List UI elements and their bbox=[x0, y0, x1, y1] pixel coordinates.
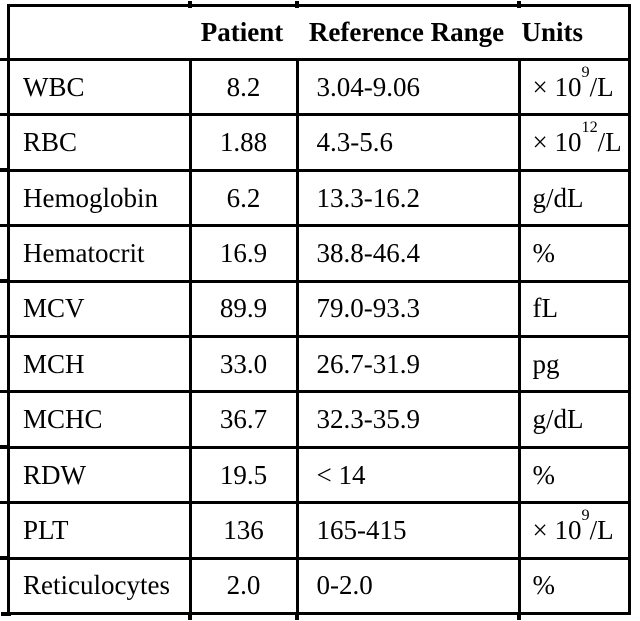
header-patient: Patient bbox=[200, 17, 284, 47]
test-name: RBC bbox=[23, 127, 78, 158]
reference-range-cell: 32.3-35.9 bbox=[295, 393, 518, 446]
patient-value-cell: 19.5 bbox=[188, 448, 296, 502]
reference-range-value: 0-2.0 bbox=[316, 570, 373, 601]
reference-range-cell: < 14 bbox=[295, 448, 518, 502]
patient-value-cell: 16.9 bbox=[188, 227, 296, 280]
patient-value: 89.9 bbox=[219, 293, 268, 324]
unit-value: × 1012/L bbox=[532, 118, 622, 158]
test-name: MCV bbox=[23, 293, 85, 324]
reference-range-cell: 13.3-16.2 bbox=[295, 171, 518, 225]
table-row: MCV 89.9 79.0-93.3 fL bbox=[0, 279, 629, 336]
patient-value-cell: 89.9 bbox=[188, 282, 296, 336]
unit-value: pg bbox=[532, 348, 560, 379]
units-cell: g/dL bbox=[517, 393, 629, 446]
table-row: Reticulocytes 2.0 0-2.0 % bbox=[0, 556, 629, 613]
reference-range-value: 79.0-93.3 bbox=[316, 293, 421, 324]
units-cell: % bbox=[517, 448, 629, 502]
patient-value-cell: 136 bbox=[188, 504, 296, 557]
patient-value: 2.0 bbox=[226, 570, 261, 601]
reference-range-value: 26.7-31.9 bbox=[316, 348, 421, 379]
reference-range-value: 38.8-46.4 bbox=[316, 237, 421, 268]
unit-value: % bbox=[532, 570, 556, 601]
reference-range-value: 4.3-5.6 bbox=[316, 127, 394, 158]
header-units: Units bbox=[521, 17, 584, 47]
test-name-cell: Hematocrit bbox=[10, 227, 189, 279]
test-name-cell: RDW bbox=[10, 449, 189, 501]
table-row: PLT 136 165-415 × 109/L bbox=[0, 500, 629, 557]
unit-value: % bbox=[532, 459, 556, 490]
table-row: MCH 33.0 26.7-31.9 pg bbox=[0, 334, 629, 391]
patient-value: 19.5 bbox=[219, 459, 268, 490]
grid-line-stub bbox=[517, 613, 521, 620]
test-name-cell: Reticulocytes bbox=[10, 560, 189, 612]
patient-value-cell: 6.2 bbox=[188, 171, 296, 225]
units-cell: fL bbox=[517, 282, 629, 336]
units-cell: pg bbox=[517, 338, 629, 391]
table-row: Hematocrit 16.9 38.8-46.4 % bbox=[0, 223, 629, 280]
reference-range-value: 165-415 bbox=[316, 514, 407, 545]
test-name: Reticulocytes bbox=[23, 570, 170, 601]
reference-range-value: 13.3-16.2 bbox=[316, 182, 421, 213]
test-name: Hematocrit bbox=[23, 237, 145, 268]
test-name-cell: Hemoglobin bbox=[10, 172, 189, 224]
table-row: Hemoglobin 6.2 13.3-16.2 g/dL bbox=[0, 168, 629, 225]
test-name-cell: MCV bbox=[10, 283, 189, 335]
reference-range-cell: 165-415 bbox=[295, 504, 518, 557]
reference-range-value: 3.04-9.06 bbox=[316, 71, 421, 102]
test-name-cell: MCHC bbox=[10, 393, 189, 445]
patient-value: 6.2 bbox=[226, 182, 261, 213]
units-cell: × 1012/L bbox=[517, 116, 629, 169]
patient-value: 8.2 bbox=[226, 71, 261, 102]
table-row: WBC 8.2 3.04-9.06 × 109/L bbox=[0, 57, 629, 114]
reference-range-value: 32.3-35.9 bbox=[316, 404, 421, 435]
patient-value-cell: 2.0 bbox=[188, 559, 296, 613]
units-cell: % bbox=[517, 227, 629, 280]
patient-value-cell: 8.2 bbox=[188, 61, 296, 114]
reference-range-cell: 0-2.0 bbox=[295, 559, 518, 613]
patient-value: 16.9 bbox=[219, 237, 268, 268]
patient-value-cell: 1.88 bbox=[188, 116, 296, 169]
unit-value: × 109/L bbox=[532, 506, 614, 545]
patient-value-cell: 33.0 bbox=[188, 338, 296, 391]
units-cell: × 109/L bbox=[517, 61, 629, 114]
grid-line-stub bbox=[295, 613, 299, 620]
test-name: MCHC bbox=[23, 404, 103, 435]
header-reference-range: Reference Range bbox=[308, 17, 505, 47]
patient-value-cell: 36.7 bbox=[188, 393, 296, 446]
reference-range-value: < 14 bbox=[316, 459, 366, 490]
patient-value: 33.0 bbox=[219, 348, 268, 379]
unit-value: g/dL bbox=[532, 404, 584, 435]
units-cell: g/dL bbox=[517, 171, 629, 225]
test-name: RDW bbox=[23, 459, 86, 490]
unit-value: fL bbox=[532, 293, 558, 324]
table-row: RBC 1.88 4.3-5.6 × 1012/L bbox=[0, 112, 629, 169]
patient-value: 1.88 bbox=[219, 127, 268, 158]
unit-value: × 109/L bbox=[532, 62, 614, 102]
reference-range-cell: 3.04-9.06 bbox=[295, 61, 518, 114]
patient-value: 36.7 bbox=[219, 404, 268, 435]
test-name: PLT bbox=[23, 514, 69, 545]
units-cell: × 109/L bbox=[517, 504, 629, 557]
table-row: RDW 19.5 < 14 % bbox=[0, 445, 629, 502]
cbc-results-table: Patient Reference Range Units WBC 8.2 3.… bbox=[0, 4, 631, 616]
unit-value: g/dL bbox=[532, 182, 584, 213]
test-name-cell: MCH bbox=[10, 338, 189, 390]
test-name-cell: RBC bbox=[10, 116, 189, 168]
table-row: MCHC 36.7 32.3-35.9 g/dL bbox=[0, 389, 629, 446]
test-name: Hemoglobin bbox=[23, 182, 158, 213]
reference-range-cell: 79.0-93.3 bbox=[295, 282, 518, 336]
patient-value: 136 bbox=[223, 514, 264, 545]
test-name-cell: WBC bbox=[10, 61, 189, 113]
test-name-cell: PLT bbox=[10, 504, 189, 556]
reference-range-cell: 38.8-46.4 bbox=[295, 227, 518, 280]
units-cell: % bbox=[517, 559, 629, 613]
reference-range-cell: 26.7-31.9 bbox=[295, 338, 518, 391]
grid-line-stub bbox=[188, 613, 192, 620]
table-header-row: Patient Reference Range Units bbox=[10, 7, 628, 58]
test-name: WBC bbox=[23, 71, 85, 102]
reference-range-cell: 4.3-5.6 bbox=[295, 116, 518, 169]
test-name: MCH bbox=[23, 348, 85, 379]
unit-value: % bbox=[532, 237, 556, 268]
